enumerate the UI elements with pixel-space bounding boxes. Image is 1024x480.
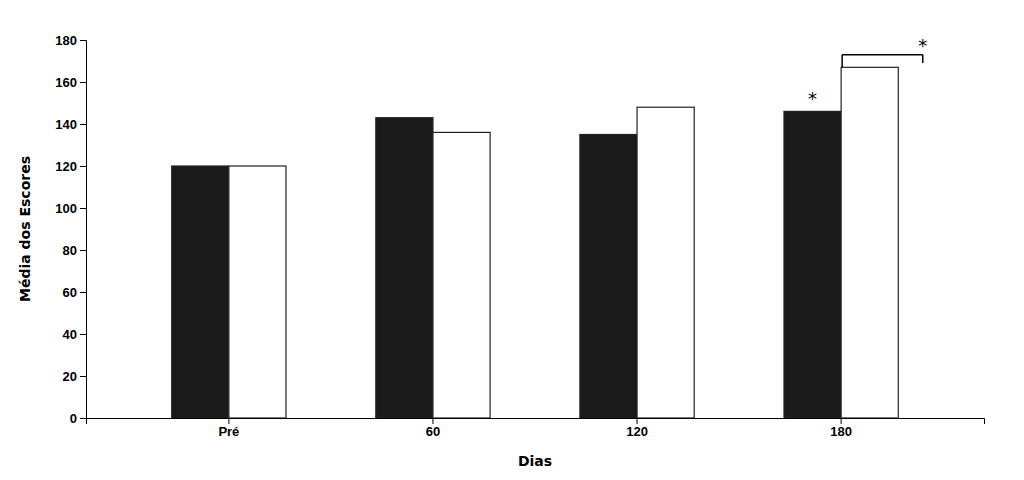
- bar: [841, 67, 898, 418]
- tick: 180: [55, 33, 86, 48]
- tick-mark: [80, 376, 86, 377]
- tick: 60: [63, 285, 86, 300]
- bracket-line: [842, 54, 923, 56]
- series: [172, 111, 841, 418]
- tick: 60: [426, 418, 440, 439]
- tick-mark: [80, 40, 86, 41]
- tick: Pré: [218, 418, 239, 439]
- bar: [433, 132, 490, 418]
- tick-label: 60: [63, 285, 77, 300]
- tick: 80: [63, 243, 86, 258]
- bar: [376, 118, 433, 418]
- tick: 180: [830, 418, 852, 439]
- tick-label: 120: [55, 159, 77, 174]
- annotation: *: [808, 88, 817, 109]
- tick-mark: [80, 418, 86, 419]
- tick: 100: [55, 201, 86, 216]
- tick-label: 0: [70, 411, 77, 426]
- tick-mark: [841, 418, 842, 424]
- y-axis-title: Média dos Escores: [17, 156, 33, 302]
- bars: [172, 67, 899, 418]
- tick-label: 60: [426, 424, 440, 439]
- axis-line: [80, 41, 87, 419]
- tick-mark: [80, 82, 86, 83]
- tick-mark: [80, 250, 86, 251]
- tick: 20: [63, 369, 86, 384]
- x-axis: Pré 60 120 180: [87, 418, 985, 439]
- tick-mark: [80, 124, 86, 125]
- tick-mark: [80, 208, 86, 209]
- bracket-line: [841, 55, 843, 68]
- tick: 120: [55, 159, 86, 174]
- chart: 0 20 40 60 80 100 120 140 160 180 Pré 60 120 180 Dias M…: [0, 0, 1024, 480]
- bar: [172, 166, 229, 418]
- tick-label: 180: [830, 424, 852, 439]
- annotations: **: [808, 35, 927, 109]
- tick: 0: [70, 411, 86, 426]
- x-axis-title: Dias: [518, 453, 552, 469]
- tick: 160: [55, 75, 86, 90]
- tick-mark: [637, 418, 638, 424]
- plot: 0 20 40 60 80 100 120 140 160 180 Pré 60 120 180 Dias M…: [17, 33, 985, 469]
- tick-label: 180: [55, 33, 77, 48]
- tick-mark: [228, 418, 229, 424]
- tick-label: 160: [55, 75, 77, 90]
- tick-mark: [80, 334, 86, 335]
- tick: 120: [626, 418, 648, 439]
- tick-label: 140: [55, 117, 77, 132]
- annotation: *: [918, 35, 927, 56]
- series: [229, 67, 898, 418]
- tick-label: 100: [55, 201, 77, 216]
- tick-label: Pré: [218, 424, 239, 439]
- tick-mark: [80, 292, 86, 293]
- bar: [637, 107, 694, 418]
- tick-label: 20: [63, 369, 77, 384]
- tick-mark: [80, 166, 86, 167]
- bar: [229, 166, 286, 418]
- tick: 140: [55, 117, 86, 132]
- tick-label: 40: [63, 327, 77, 342]
- tick-label: 80: [63, 243, 77, 258]
- y-axis: 0 20 40 60 80 100 120 140 160 180: [55, 33, 86, 426]
- tick: 40: [63, 327, 86, 342]
- bar: [784, 111, 841, 418]
- bar: [580, 135, 637, 419]
- tick-label: 120: [626, 424, 648, 439]
- axis-line: [87, 419, 985, 425]
- tick-mark: [432, 418, 433, 424]
